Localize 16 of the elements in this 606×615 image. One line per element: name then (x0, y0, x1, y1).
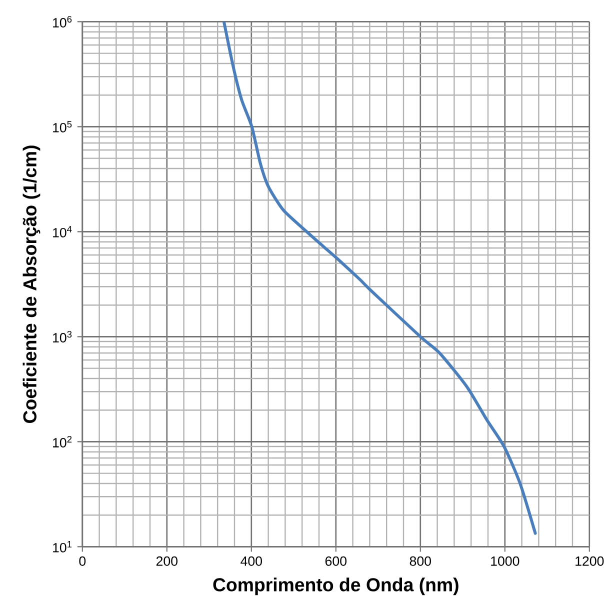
x-tick-label: 1200 (576, 556, 604, 566)
x-axis-title: Comprimento de Onda (nm) (213, 578, 458, 596)
y-tick-label: 10$^{6}$ (53, 16, 72, 28)
x-tick-label: 800 (410, 556, 431, 566)
x-tick-label: 600 (325, 556, 346, 566)
y-tick-label: 10$^{1}$ (53, 541, 72, 552)
line-series (222, 22, 537, 535)
y-axis-title: Coeficiente de Absorção (1/cm) (22, 146, 40, 423)
x-tick-label: 1000 (491, 556, 520, 566)
x-tick-label: 0 (79, 556, 86, 566)
x-tick-label: 400 (240, 556, 262, 566)
y-tick-label: 10$^{4}$ (53, 226, 72, 238)
y-tick-label: 10$^{3}$ (53, 330, 72, 342)
x-tick-label: 200 (156, 556, 178, 566)
y-tick-label: 10$^{2}$ (53, 436, 72, 448)
y-tick-label: 10$^{5}$ (53, 121, 72, 132)
